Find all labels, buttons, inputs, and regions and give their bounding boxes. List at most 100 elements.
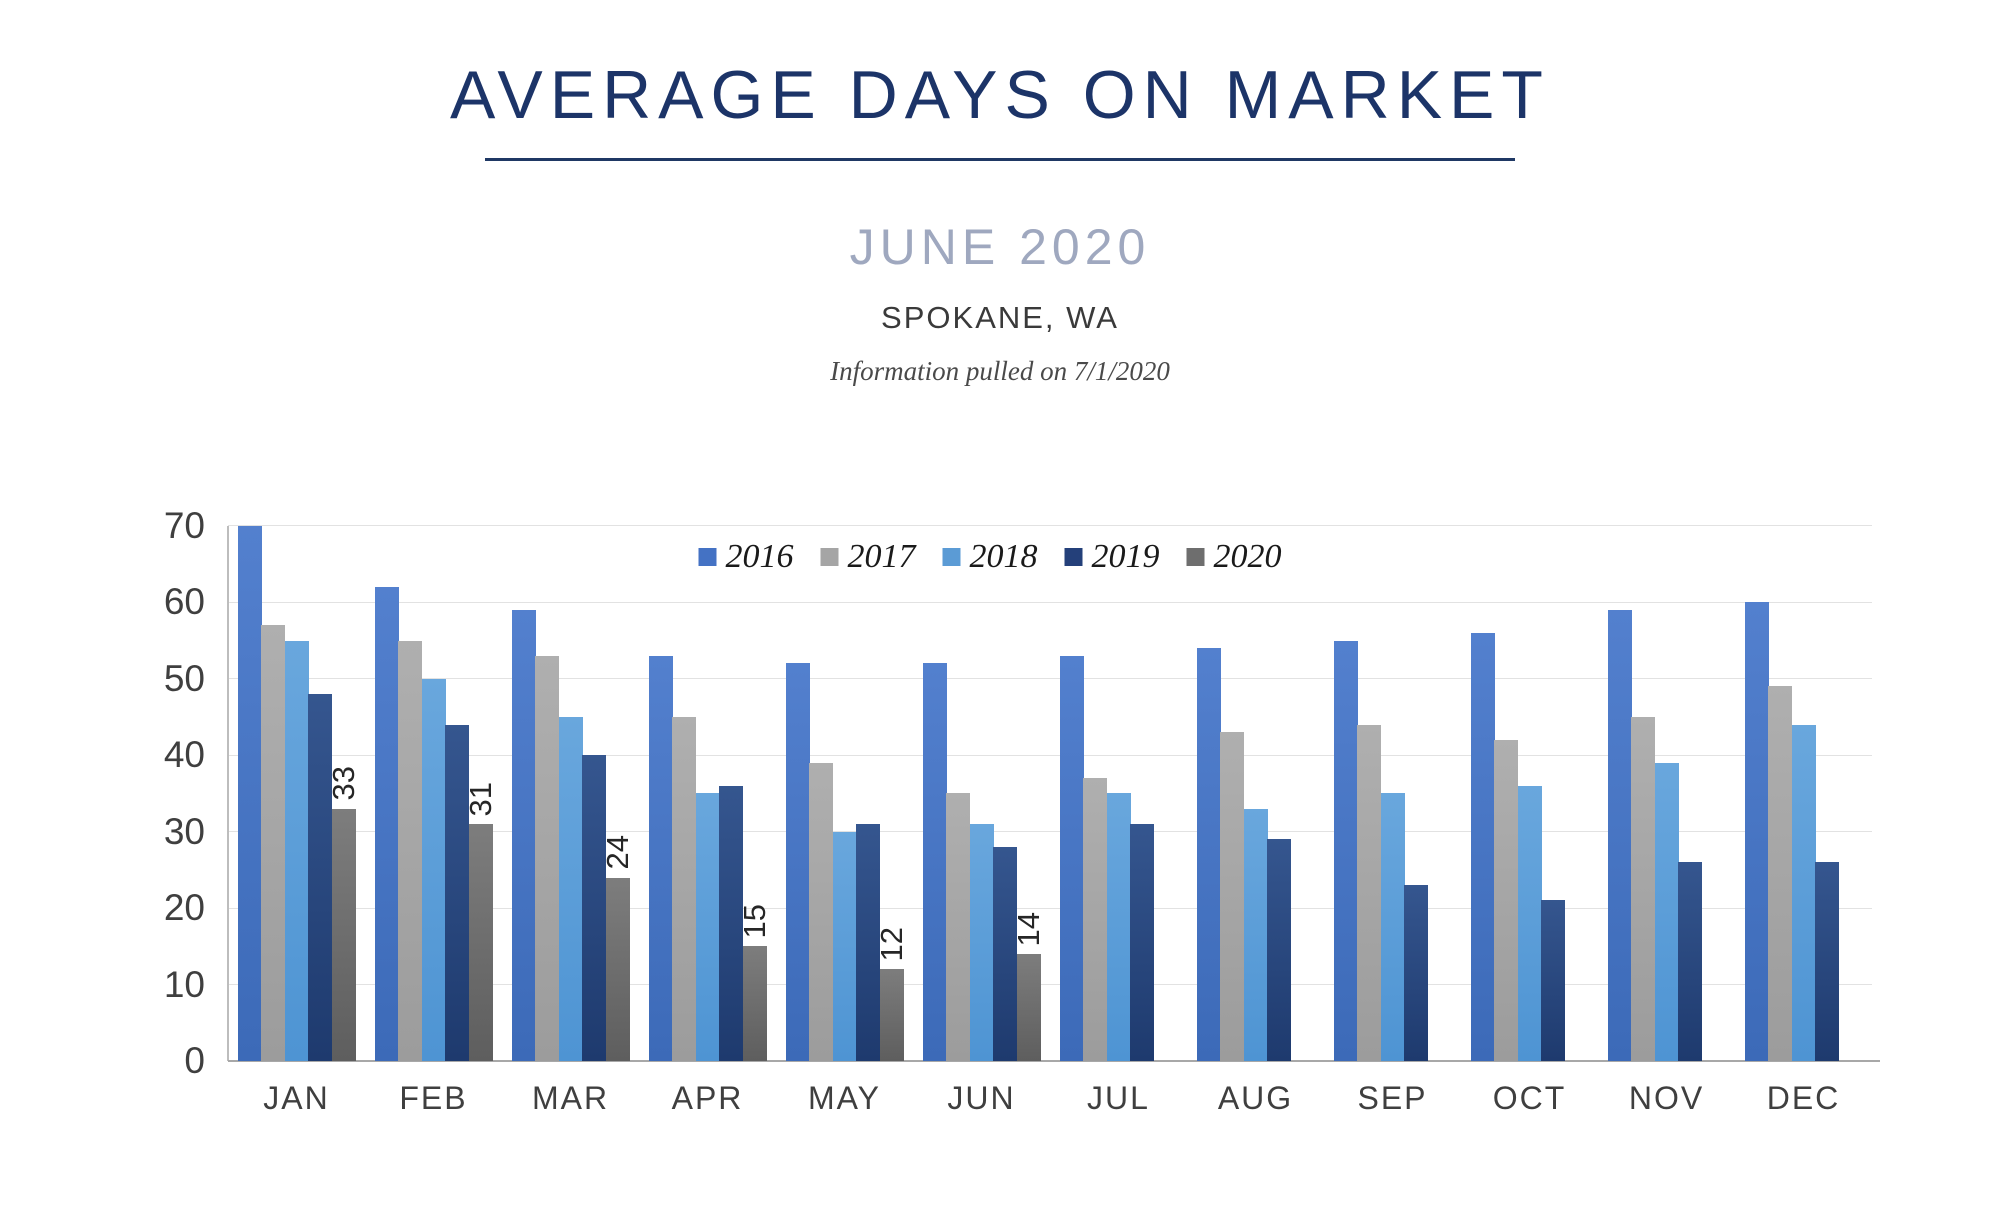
data-label-2020-mar: 24 bbox=[599, 835, 635, 870]
legend-label-2020: 2020 bbox=[1213, 538, 1282, 575]
bar-2017-dec bbox=[1768, 686, 1793, 1061]
gridline-40 bbox=[228, 754, 1872, 756]
gridline-30 bbox=[228, 831, 1872, 833]
legend-label-2019: 2019 bbox=[1091, 538, 1160, 575]
x-axis-label-oct: OCT bbox=[1492, 1080, 1567, 1116]
bar-2019-aug bbox=[1267, 839, 1292, 1061]
bar-2016-aug bbox=[1196, 648, 1221, 1061]
y-axis-tick-40: 40 bbox=[163, 734, 205, 776]
bar-2016-may bbox=[785, 663, 810, 1061]
bar-2017-feb bbox=[398, 640, 423, 1061]
legend-label-2016: 2016 bbox=[725, 538, 794, 575]
x-axis-label-aug: AUG bbox=[1217, 1080, 1294, 1116]
x-axis-label-dec: DEC bbox=[1766, 1080, 1841, 1116]
legend-item-2020: 2020 bbox=[1186, 538, 1282, 576]
bar-2019-sep bbox=[1404, 885, 1429, 1061]
bar-2018-jul bbox=[1106, 793, 1131, 1061]
bar-2018-may bbox=[832, 831, 857, 1061]
bar-2018-nov bbox=[1654, 762, 1679, 1061]
x-axis-label-may: MAY bbox=[808, 1080, 881, 1116]
bar-2019-apr bbox=[719, 785, 744, 1061]
legend-swatch-2020 bbox=[1186, 548, 1205, 566]
bar-2020-may bbox=[879, 969, 904, 1061]
x-axis-label-sep: SEP bbox=[1357, 1080, 1428, 1116]
x-axis-label-jan: JAN bbox=[263, 1080, 330, 1116]
bar-2019-jan bbox=[308, 694, 333, 1061]
data-label-2020-jun: 14 bbox=[1010, 911, 1046, 946]
bar-2018-apr bbox=[695, 793, 720, 1061]
x-axis-label-apr: APR bbox=[671, 1080, 744, 1116]
report-month-subtitle: JUNE 2020 bbox=[849, 219, 1151, 275]
gridline-60 bbox=[228, 601, 1872, 603]
bar-2017-nov bbox=[1631, 716, 1656, 1061]
data-label-2020-may: 12 bbox=[873, 926, 909, 962]
gridline-50 bbox=[228, 678, 1872, 680]
x-axis-label-jun: JUN bbox=[947, 1080, 1016, 1116]
bar-2016-jul bbox=[1059, 655, 1084, 1061]
x-axis-label-mar: MAR bbox=[531, 1080, 610, 1116]
title-underline bbox=[485, 158, 1515, 161]
bar-2018-feb bbox=[421, 678, 446, 1061]
bar-2016-apr bbox=[648, 655, 673, 1061]
bar-2017-sep bbox=[1357, 724, 1382, 1061]
bar-2018-sep bbox=[1380, 793, 1405, 1061]
bar-2016-nov bbox=[1607, 609, 1632, 1061]
y-axis-tick-0: 0 bbox=[184, 1040, 205, 1081]
report-location: SPOKANE, WA bbox=[881, 300, 1119, 335]
bar-2018-jan bbox=[284, 640, 309, 1061]
bar-2017-oct bbox=[1494, 739, 1519, 1061]
y-axis-tick-70: 70 bbox=[163, 504, 205, 546]
page-title: AVERAGE DAYS ON MARKET bbox=[450, 57, 1550, 133]
data-label-2020-jan: 33 bbox=[325, 766, 361, 801]
bar-2017-jun bbox=[946, 793, 971, 1061]
gridline-70 bbox=[228, 525, 1872, 527]
legend-swatch-2017 bbox=[820, 548, 839, 566]
legend-label-2018: 2018 bbox=[969, 538, 1038, 575]
legend-label-2017: 2017 bbox=[847, 538, 916, 575]
data-label-2020-feb: 31 bbox=[462, 781, 498, 817]
bar-2016-oct bbox=[1470, 632, 1495, 1061]
bar-2018-jun bbox=[969, 824, 994, 1061]
bar-2017-aug bbox=[1220, 732, 1245, 1061]
chart-legend: 2016 2017 2018 2019 2020 bbox=[698, 538, 1282, 576]
bar-2019-nov bbox=[1678, 862, 1703, 1061]
y-axis-tick-50: 50 bbox=[163, 657, 205, 699]
bar-2016-sep bbox=[1333, 640, 1358, 1061]
bar-2019-dec bbox=[1815, 862, 1840, 1061]
bar-2020-jun bbox=[1016, 953, 1041, 1061]
bar-2016-mar bbox=[511, 609, 536, 1061]
x-axis-line bbox=[228, 1060, 1880, 1062]
legend-item-2018: 2018 bbox=[942, 538, 1038, 576]
bar-2018-dec bbox=[1791, 724, 1816, 1061]
info-pulled-note: Information pulled on 7/1/2020 bbox=[830, 356, 1170, 386]
bar-2020-apr bbox=[742, 946, 767, 1061]
bar-2016-dec bbox=[1744, 602, 1769, 1061]
bar-2017-may bbox=[809, 762, 834, 1061]
legend-item-2019: 2019 bbox=[1064, 538, 1160, 576]
y-axis-tick-60: 60 bbox=[163, 581, 205, 623]
y-axis-tick-30: 30 bbox=[163, 810, 205, 852]
legend-item-2017: 2017 bbox=[820, 538, 916, 576]
bar-2017-jul bbox=[1083, 778, 1108, 1061]
bar-2019-jul bbox=[1130, 824, 1155, 1061]
bar-2020-feb bbox=[468, 824, 493, 1061]
bar-2019-mar bbox=[582, 755, 607, 1061]
bar-2020-jan bbox=[331, 808, 356, 1061]
bar-2019-oct bbox=[1541, 900, 1566, 1061]
bar-2017-mar bbox=[535, 655, 560, 1061]
legend-swatch-2019 bbox=[1064, 548, 1083, 566]
legend-swatch-2018 bbox=[942, 548, 961, 566]
legend-item-2016: 2016 bbox=[698, 538, 794, 576]
bar-2017-apr bbox=[672, 716, 697, 1061]
bar-2020-mar bbox=[605, 877, 630, 1061]
bar-2017-jan bbox=[261, 625, 286, 1061]
bar-2018-mar bbox=[558, 716, 583, 1061]
x-axis-label-nov: NOV bbox=[1628, 1080, 1705, 1116]
bar-2019-may bbox=[856, 824, 881, 1061]
y-axis-line bbox=[227, 525, 229, 1061]
bar-2016-jan bbox=[237, 525, 262, 1061]
x-axis-label-feb: FEB bbox=[399, 1080, 468, 1116]
legend-swatch-2016 bbox=[698, 548, 717, 566]
bar-2016-feb bbox=[374, 587, 399, 1061]
